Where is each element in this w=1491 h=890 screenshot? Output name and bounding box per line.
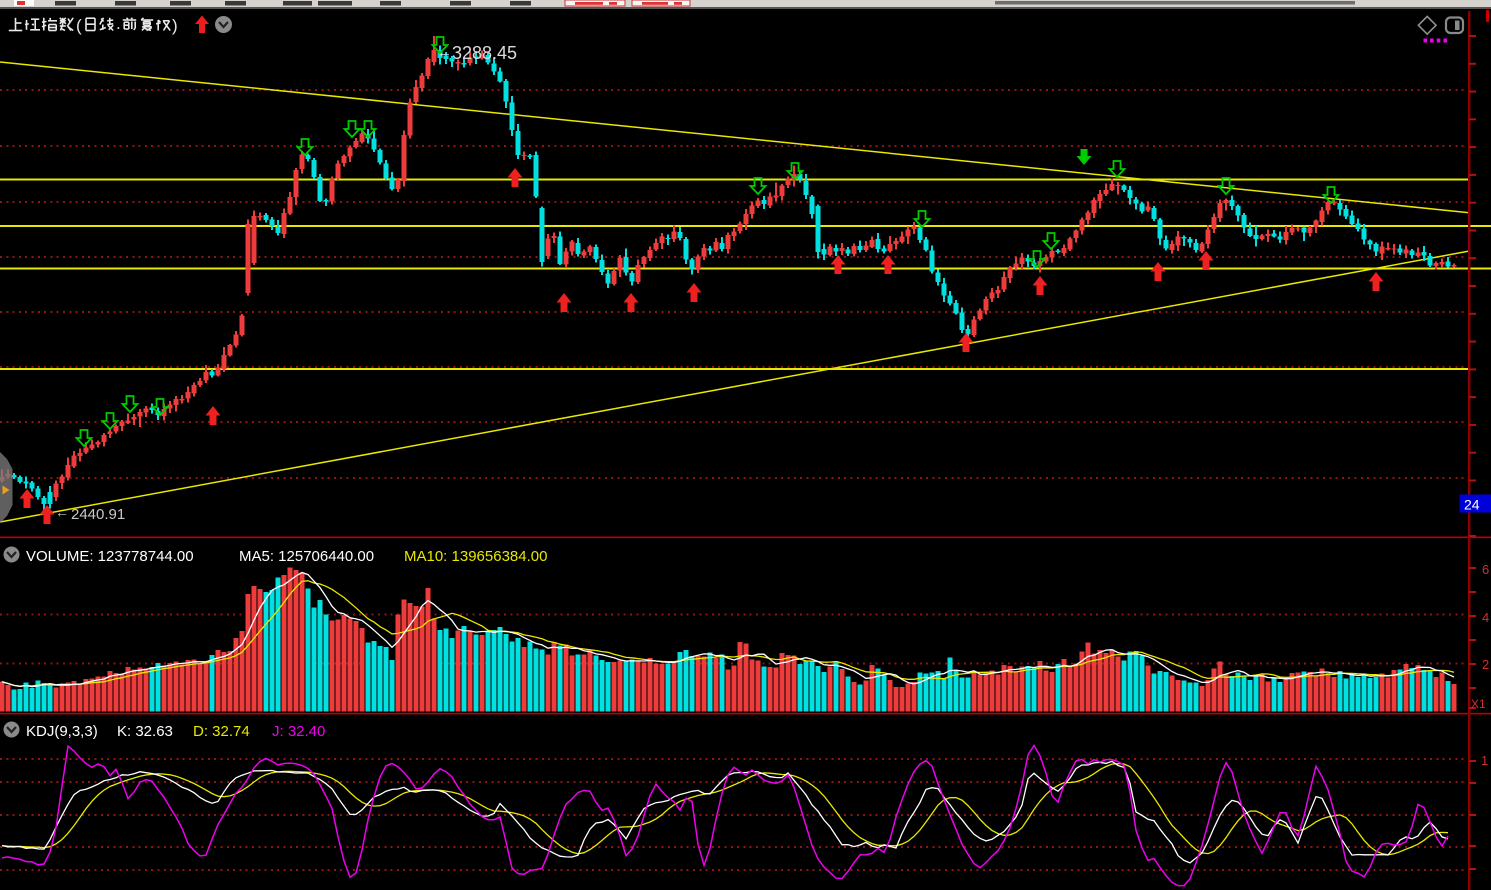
svg-text:.: . <box>116 14 121 33</box>
svg-text:): ) <box>172 16 178 35</box>
svg-text:MA5: 125706440.00: MA5: 125706440.00 <box>239 548 374 565</box>
svg-text:VOLUME: 123778744.00: VOLUME: 123778744.00 <box>26 548 194 565</box>
svg-text:(: ( <box>76 16 82 35</box>
svg-text:X1: X1 <box>1471 697 1486 711</box>
svg-text:3288.45: 3288.45 <box>452 43 517 63</box>
svg-text:←: ← <box>437 44 452 61</box>
svg-text:2: 2 <box>1482 657 1489 672</box>
svg-text:1: 1 <box>1481 753 1488 768</box>
svg-text:MA10: 139656384.00: MA10: 139656384.00 <box>404 548 547 565</box>
svg-text:D: 32.74: D: 32.74 <box>193 723 250 740</box>
svg-text:K: 32.63: K: 32.63 <box>117 723 173 740</box>
svg-text:J: 32.40: J: 32.40 <box>272 723 325 740</box>
svg-text:←: ← <box>55 504 69 520</box>
svg-text:6: 6 <box>1482 562 1489 577</box>
svg-text:24: 24 <box>1464 497 1480 513</box>
svg-text:KDJ(9,3,3): KDJ(9,3,3) <box>26 723 98 740</box>
svg-text:4: 4 <box>1482 610 1489 625</box>
svg-text:2440.91: 2440.91 <box>71 506 125 523</box>
